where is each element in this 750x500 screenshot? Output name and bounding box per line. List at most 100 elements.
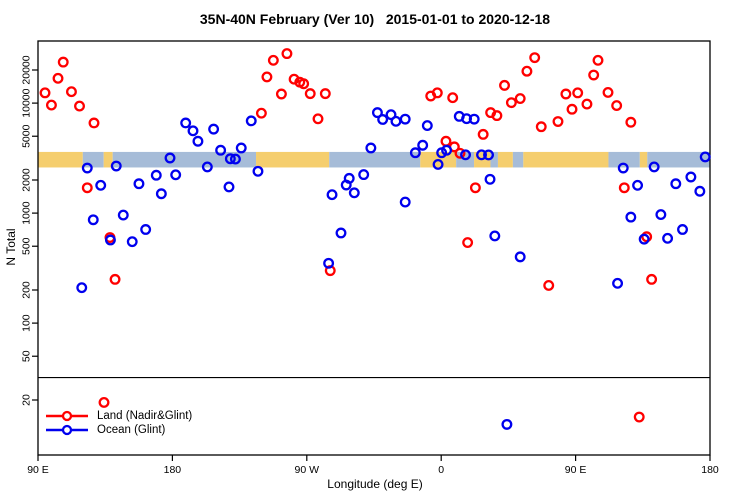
data-point-land: [572, 87, 584, 99]
legend-label-ocean: Ocean (Glint): [97, 424, 166, 436]
data-point-ocean: [326, 189, 338, 201]
data-point-land: [543, 279, 555, 291]
data-point-ocean: [694, 185, 706, 197]
data-point-ocean: [208, 123, 220, 135]
data-point-land: [88, 117, 100, 129]
y-tick-label: 2000: [21, 168, 33, 192]
data-point-ocean: [192, 135, 204, 147]
data-point-land: [39, 87, 51, 99]
data-point-ocean: [81, 162, 93, 174]
data-point-land: [440, 135, 452, 147]
data-point-ocean: [104, 234, 116, 246]
legend-item-land: Land (Nadir&Glint): [44, 409, 192, 423]
y-tick-label: 100: [21, 314, 33, 332]
y-tick-label: 1000: [21, 201, 33, 225]
data-point-ocean: [223, 181, 235, 193]
band-segment-ocean: [512, 151, 524, 168]
data-point-land: [641, 231, 653, 243]
data-point-land: [281, 48, 293, 60]
band-segment-land: [523, 151, 609, 168]
data-point-ocean: [390, 115, 402, 127]
data-point-ocean: [133, 178, 145, 190]
data-point-land: [602, 87, 614, 98]
data-point-ocean: [371, 107, 383, 119]
data-point-land: [454, 147, 466, 159]
data-point-land: [611, 100, 623, 112]
legend-item-ocean: Ocean (Glint): [44, 423, 192, 437]
data-point-ocean: [150, 169, 162, 181]
data-point-ocean: [377, 114, 389, 125]
data-point-ocean: [441, 144, 453, 156]
data-point-land: [447, 92, 459, 104]
data-point-ocean: [76, 282, 88, 294]
plot-frame: [37, 40, 711, 456]
data-point-ocean: [476, 149, 487, 161]
data-point-ocean: [417, 139, 429, 151]
data-point-ocean: [170, 169, 182, 181]
data-point-ocean: [140, 224, 152, 235]
data-point-ocean: [348, 187, 360, 199]
legend: Land (Nadir&Glint) Ocean (Glint): [44, 409, 192, 437]
data-point-ocean: [514, 251, 526, 263]
data-point-ocean: [235, 142, 247, 154]
data-point-land: [514, 93, 526, 105]
band-segment-ocean: [329, 151, 421, 168]
x-tick-label: 180: [701, 464, 719, 476]
data-point-ocean: [625, 211, 637, 223]
data-point-land: [81, 182, 93, 194]
data-point-land: [52, 72, 64, 84]
data-point-land: [304, 88, 316, 100]
data-point-ocean: [612, 277, 624, 289]
data-point-ocean: [685, 171, 697, 183]
data-point-ocean: [399, 113, 411, 125]
data-point-ocean: [385, 109, 397, 121]
data-point-land: [505, 97, 517, 109]
data-point-land: [45, 99, 57, 111]
data-point-ocean: [501, 418, 513, 430]
x-axis-label: Longitude (deg E): [327, 477, 423, 491]
y-tick-label: 5000: [21, 124, 33, 148]
data-point-ocean: [95, 179, 107, 191]
data-point-ocean: [155, 188, 167, 200]
band-segment-ocean: [608, 151, 640, 168]
data-point-ocean: [670, 178, 682, 190]
data-point-land: [521, 65, 533, 77]
data-point-ocean: [677, 224, 688, 235]
data-point-land: [267, 54, 279, 66]
data-point-ocean: [215, 144, 227, 156]
data-point-ocean: [252, 165, 264, 177]
x-tick-label: 180: [164, 464, 182, 476]
data-point-ocean: [409, 147, 421, 159]
data-point-land: [275, 88, 287, 100]
data-point-ocean: [432, 158, 444, 170]
data-point-ocean: [229, 153, 241, 165]
data-point-ocean: [483, 149, 494, 161]
data-point-ocean: [323, 257, 335, 269]
data-point-land: [98, 397, 110, 408]
data-point-ocean: [187, 125, 199, 137]
data-point-ocean: [648, 161, 660, 173]
data-point-land: [298, 78, 310, 90]
data-point-ocean: [358, 169, 370, 181]
data-point-land: [462, 237, 474, 248]
data-point-land: [552, 116, 564, 127]
data-point-ocean: [489, 230, 501, 242]
data-point-ocean: [201, 161, 213, 173]
data-point-land: [618, 182, 630, 194]
data-point-ocean: [484, 173, 496, 185]
data-point-ocean: [87, 214, 99, 226]
band-segment-land: [103, 151, 113, 168]
y-tick-label: 200: [21, 281, 33, 299]
band-segment-land: [38, 151, 83, 168]
data-point-ocean: [117, 209, 129, 221]
data-point-land: [529, 52, 541, 64]
data-point-ocean: [164, 152, 176, 164]
land-series-marker-icon: [46, 410, 88, 422]
data-point-ocean: [421, 120, 433, 132]
band-segment-ocean: [112, 151, 257, 168]
data-point-land: [633, 411, 645, 423]
data-point-land: [477, 128, 489, 140]
x-tick-label: 90 W: [295, 464, 320, 476]
